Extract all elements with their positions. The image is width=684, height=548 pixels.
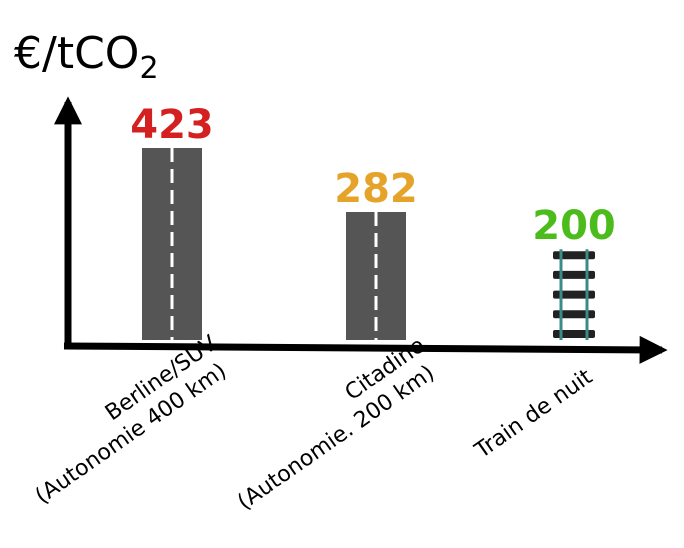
bar-1: 423: [130, 102, 214, 340]
x-tick-label-line: Train de nuit: [470, 364, 598, 464]
x-tick-label-line: (Autonomie. 200 km): [233, 361, 439, 516]
rail-sleeper: [553, 251, 595, 260]
x-tick-labels: Berline/SUV(Autonomie 400 km) Citadine(Au…: [15, 331, 598, 515]
x-tick-label-3: Train de nuit: [470, 364, 598, 464]
bar-2: 282: [334, 166, 418, 340]
value-label-2: 282: [334, 166, 418, 212]
value-label-1: 423: [130, 102, 214, 148]
rail-sleeper: [553, 330, 595, 338]
bars-group: 423 282 200: [130, 102, 616, 340]
rail-sleeper: [553, 270, 595, 279]
rail-sleeper: [553, 310, 595, 319]
x-axis: [63, 335, 668, 364]
y-axis-unit-label: €/tCO2: [14, 28, 159, 86]
value-label-3: 200: [532, 203, 616, 249]
bar-3: 200: [532, 203, 616, 340]
x-tick-label-1: Berline/SUV(Autonomie 400 km): [15, 331, 238, 509]
x-tick-label-2: Citadine(Autonomie. 200 km): [217, 333, 446, 515]
x-tick-label-line: (Autonomie 400 km): [31, 359, 231, 510]
rail-sleeper: [553, 290, 595, 299]
